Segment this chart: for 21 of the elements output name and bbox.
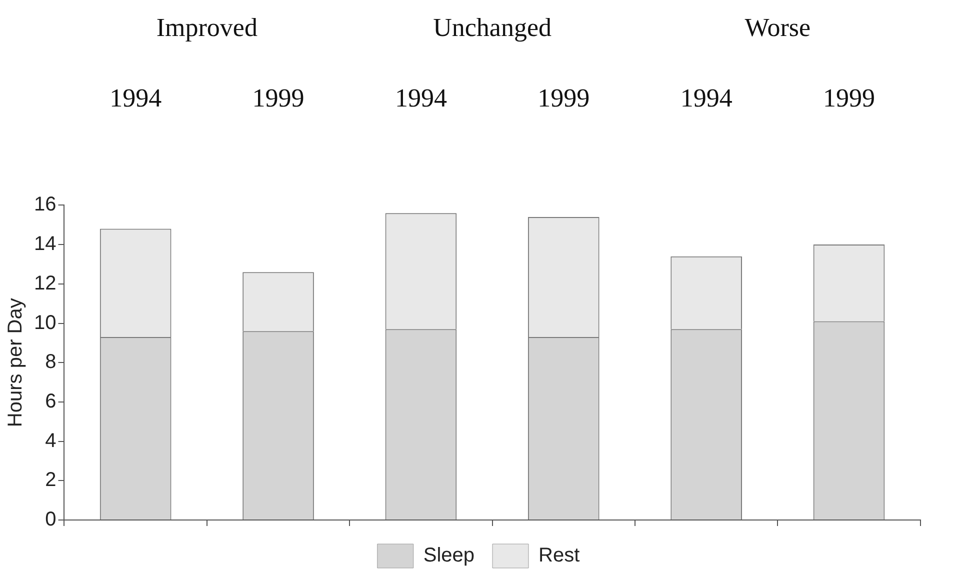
text: Improved xyxy=(156,13,258,42)
legend-label: Rest xyxy=(538,544,580,567)
x-tick-label: 1999 xyxy=(252,83,304,112)
y-axis-title: Hours per Day xyxy=(4,298,27,428)
x-tick-label: 1994 xyxy=(394,83,447,112)
y-tick-label: 4 xyxy=(45,430,56,452)
y-tick-label: 0 xyxy=(45,508,56,531)
text: Worse xyxy=(744,13,811,42)
x-tick-label: 1999 xyxy=(823,83,875,112)
y-tick-label: 10 xyxy=(34,312,56,334)
text: Unchanged xyxy=(433,13,552,42)
y-tick-label: 8 xyxy=(45,351,56,374)
y-tick-label: 14 xyxy=(34,233,56,256)
x-tick-label: 1994 xyxy=(680,83,732,112)
y-tick-label: 6 xyxy=(45,390,56,412)
x-tick-label: 1999 xyxy=(538,83,590,112)
legend-label: Sleep xyxy=(423,544,475,567)
y-tick-label: 12 xyxy=(34,272,56,294)
x-tick-label: 1994 xyxy=(110,83,162,112)
y-tick-label: 16 xyxy=(34,194,56,216)
y-tick-label: 2 xyxy=(45,469,56,492)
